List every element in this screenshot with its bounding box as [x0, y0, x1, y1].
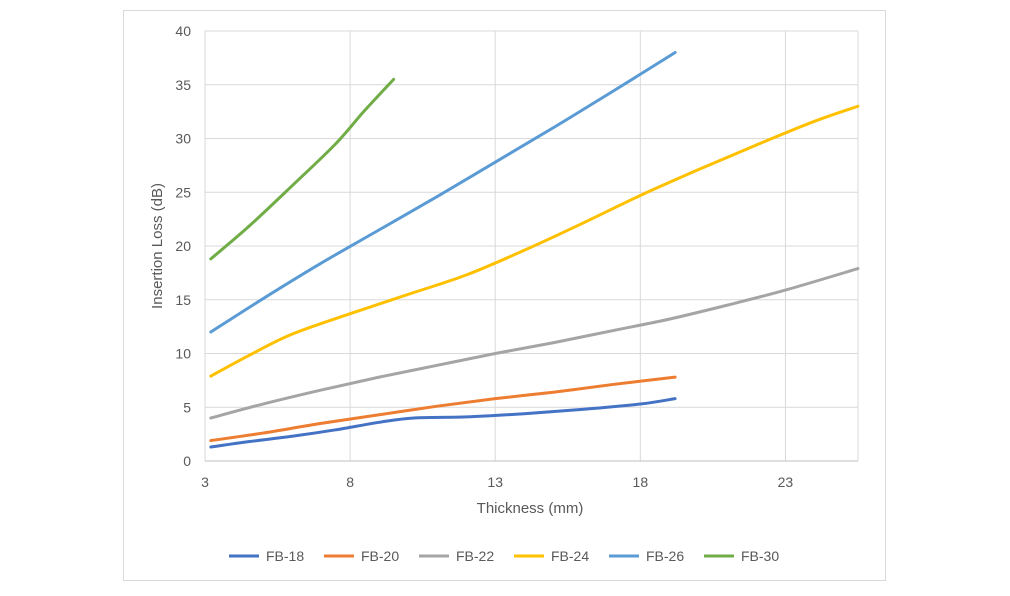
chart-area	[123, 10, 886, 581]
series-lines	[209, 51, 860, 449]
legend-label-fb-24: FB-24	[551, 548, 589, 564]
y-axis-title: Insertion Loss (dB)	[149, 183, 166, 309]
y-tick-label: 10	[175, 346, 191, 362]
legend-label-fb-20: FB-20	[361, 548, 399, 564]
x-tick-label: 3	[201, 474, 209, 490]
x-tick-label: 13	[487, 474, 503, 490]
y-tick-label: 35	[175, 77, 191, 93]
legend-label-fb-22: FB-22	[456, 548, 494, 564]
y-tick-label: 5	[183, 399, 191, 415]
y-tick-label: 30	[175, 131, 191, 147]
x-tick-label: 8	[346, 474, 354, 490]
legend-label-fb-18: FB-18	[266, 548, 304, 564]
series-line-fb-24	[209, 104, 860, 378]
series-line-fb-22	[209, 267, 860, 420]
y-tick-label: 20	[175, 238, 191, 254]
x-tick-label: 23	[778, 474, 794, 490]
x-tick-label: 18	[633, 474, 649, 490]
y-tick-label: 40	[175, 23, 191, 39]
series-line-fb-18	[209, 397, 677, 449]
legend-label-fb-30: FB-30	[741, 548, 779, 564]
y-tick-labels: 0 5 10 15 20 25 30 35 40	[175, 23, 191, 469]
series-line-fb-26	[209, 51, 677, 334]
legend: FB-18 FB-20 FB-22 FB-24 FB-26 FB-30	[229, 548, 779, 564]
y-tick-label: 0	[183, 453, 191, 469]
series-line-fb-20	[209, 375, 677, 443]
x-axis-title: Thickness (mm)	[477, 500, 584, 517]
series-line-fb-30	[209, 77, 396, 261]
y-tick-label: 15	[175, 292, 191, 308]
legend-label-fb-26: FB-26	[646, 548, 684, 564]
x-tick-labels: 3 8 13 18 23	[201, 474, 793, 490]
y-tick-label: 25	[175, 184, 191, 200]
